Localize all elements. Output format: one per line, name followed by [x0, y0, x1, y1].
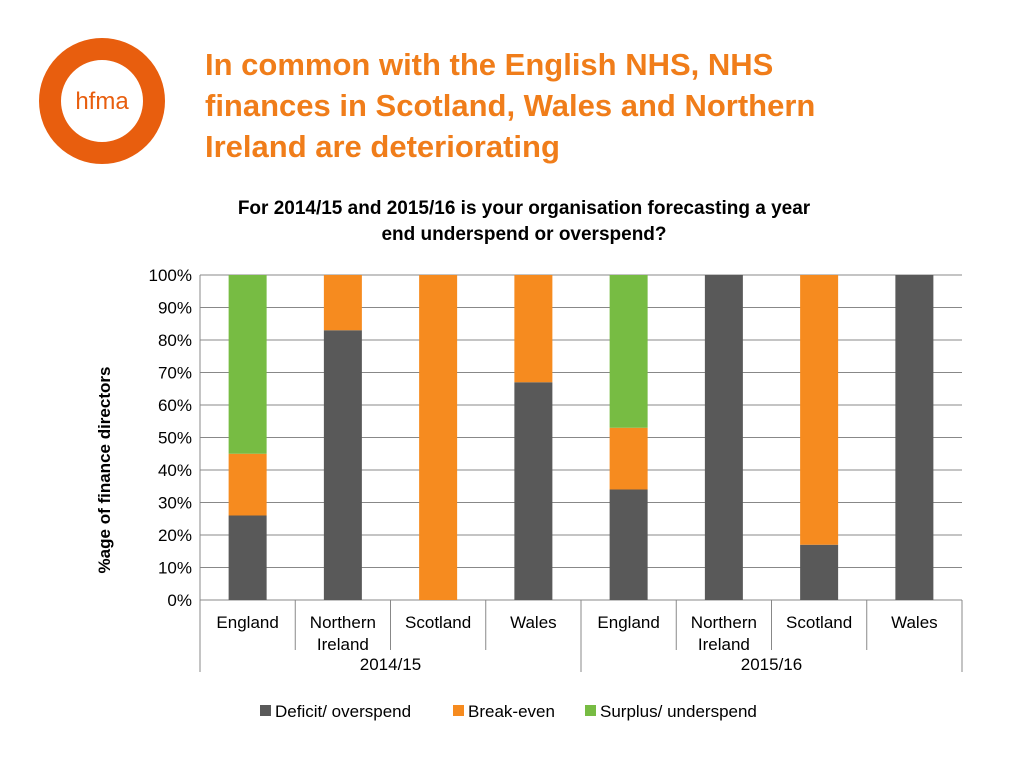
- chart-title-line: end underspend or overspend?: [381, 224, 666, 245]
- y-tick-label: 50%: [158, 429, 192, 448]
- bar-segment: [514, 382, 553, 600]
- bar-segment: [609, 427, 648, 490]
- slide-title-line: finances in Scotland, Wales and Northern: [205, 88, 816, 123]
- bar-segment: [895, 275, 934, 600]
- y-tick-label: 60%: [158, 396, 192, 415]
- y-tick-label: 70%: [158, 364, 192, 383]
- x-category-label: Ireland: [317, 635, 369, 654]
- logo-text: hfma: [75, 88, 129, 115]
- x-category-label: Northern: [310, 613, 376, 632]
- y-tick-label: 10%: [158, 559, 192, 578]
- x-category-label: England: [597, 613, 659, 632]
- x-group-label: 2015/16: [741, 655, 802, 674]
- bar-segment: [704, 275, 743, 600]
- x-category-label: Wales: [891, 613, 938, 632]
- y-tick-label: 20%: [158, 526, 192, 545]
- slide-title-line: In common with the English NHS, NHS: [205, 47, 774, 82]
- y-tick-label: 80%: [158, 331, 192, 350]
- bar-segment: [323, 330, 362, 600]
- hfma-logo: hfma: [39, 38, 165, 164]
- bar-segment: [228, 515, 267, 600]
- x-category-label: Scotland: [405, 613, 471, 632]
- legend-label: Break-even: [468, 702, 555, 721]
- y-tick-label: 30%: [158, 494, 192, 513]
- logo-ring: [39, 38, 165, 164]
- x-category-label: Scotland: [786, 613, 852, 632]
- bar-segment: [419, 275, 458, 600]
- x-category-label: Ireland: [698, 635, 750, 654]
- x-category-label: Wales: [510, 613, 557, 632]
- bar-segment: [609, 489, 648, 600]
- slide-title-line: Ireland are deteriorating: [205, 129, 560, 164]
- legend-label: Deficit/ overspend: [275, 702, 411, 721]
- bar-segment: [323, 275, 362, 331]
- legend-label: Surplus/ underspend: [600, 702, 757, 721]
- chart-title-line: For 2014/15 and 2015/16 is your organisa…: [238, 198, 811, 219]
- bar-segment: [800, 544, 839, 600]
- bar-segment: [228, 275, 267, 454]
- bar-segment: [800, 275, 839, 545]
- bar-segment: [228, 453, 267, 516]
- bar-segment: [514, 275, 553, 383]
- y-tick-label: 40%: [158, 461, 192, 480]
- x-category-label: Northern: [691, 613, 757, 632]
- bar-segment: [609, 275, 648, 428]
- y-axis-label: %age of finance directors: [95, 367, 114, 574]
- legend-swatch: [585, 705, 596, 716]
- legend-swatch: [260, 705, 271, 716]
- legend-swatch: [453, 705, 464, 716]
- y-tick-label: 0%: [167, 591, 192, 610]
- y-tick-label: 90%: [158, 299, 192, 318]
- x-group-label: 2014/15: [360, 655, 421, 674]
- y-tick-label: 100%: [149, 266, 192, 285]
- slide-title: In common with the English NHS, NHS fina…: [205, 44, 965, 167]
- x-category-label: England: [216, 613, 278, 632]
